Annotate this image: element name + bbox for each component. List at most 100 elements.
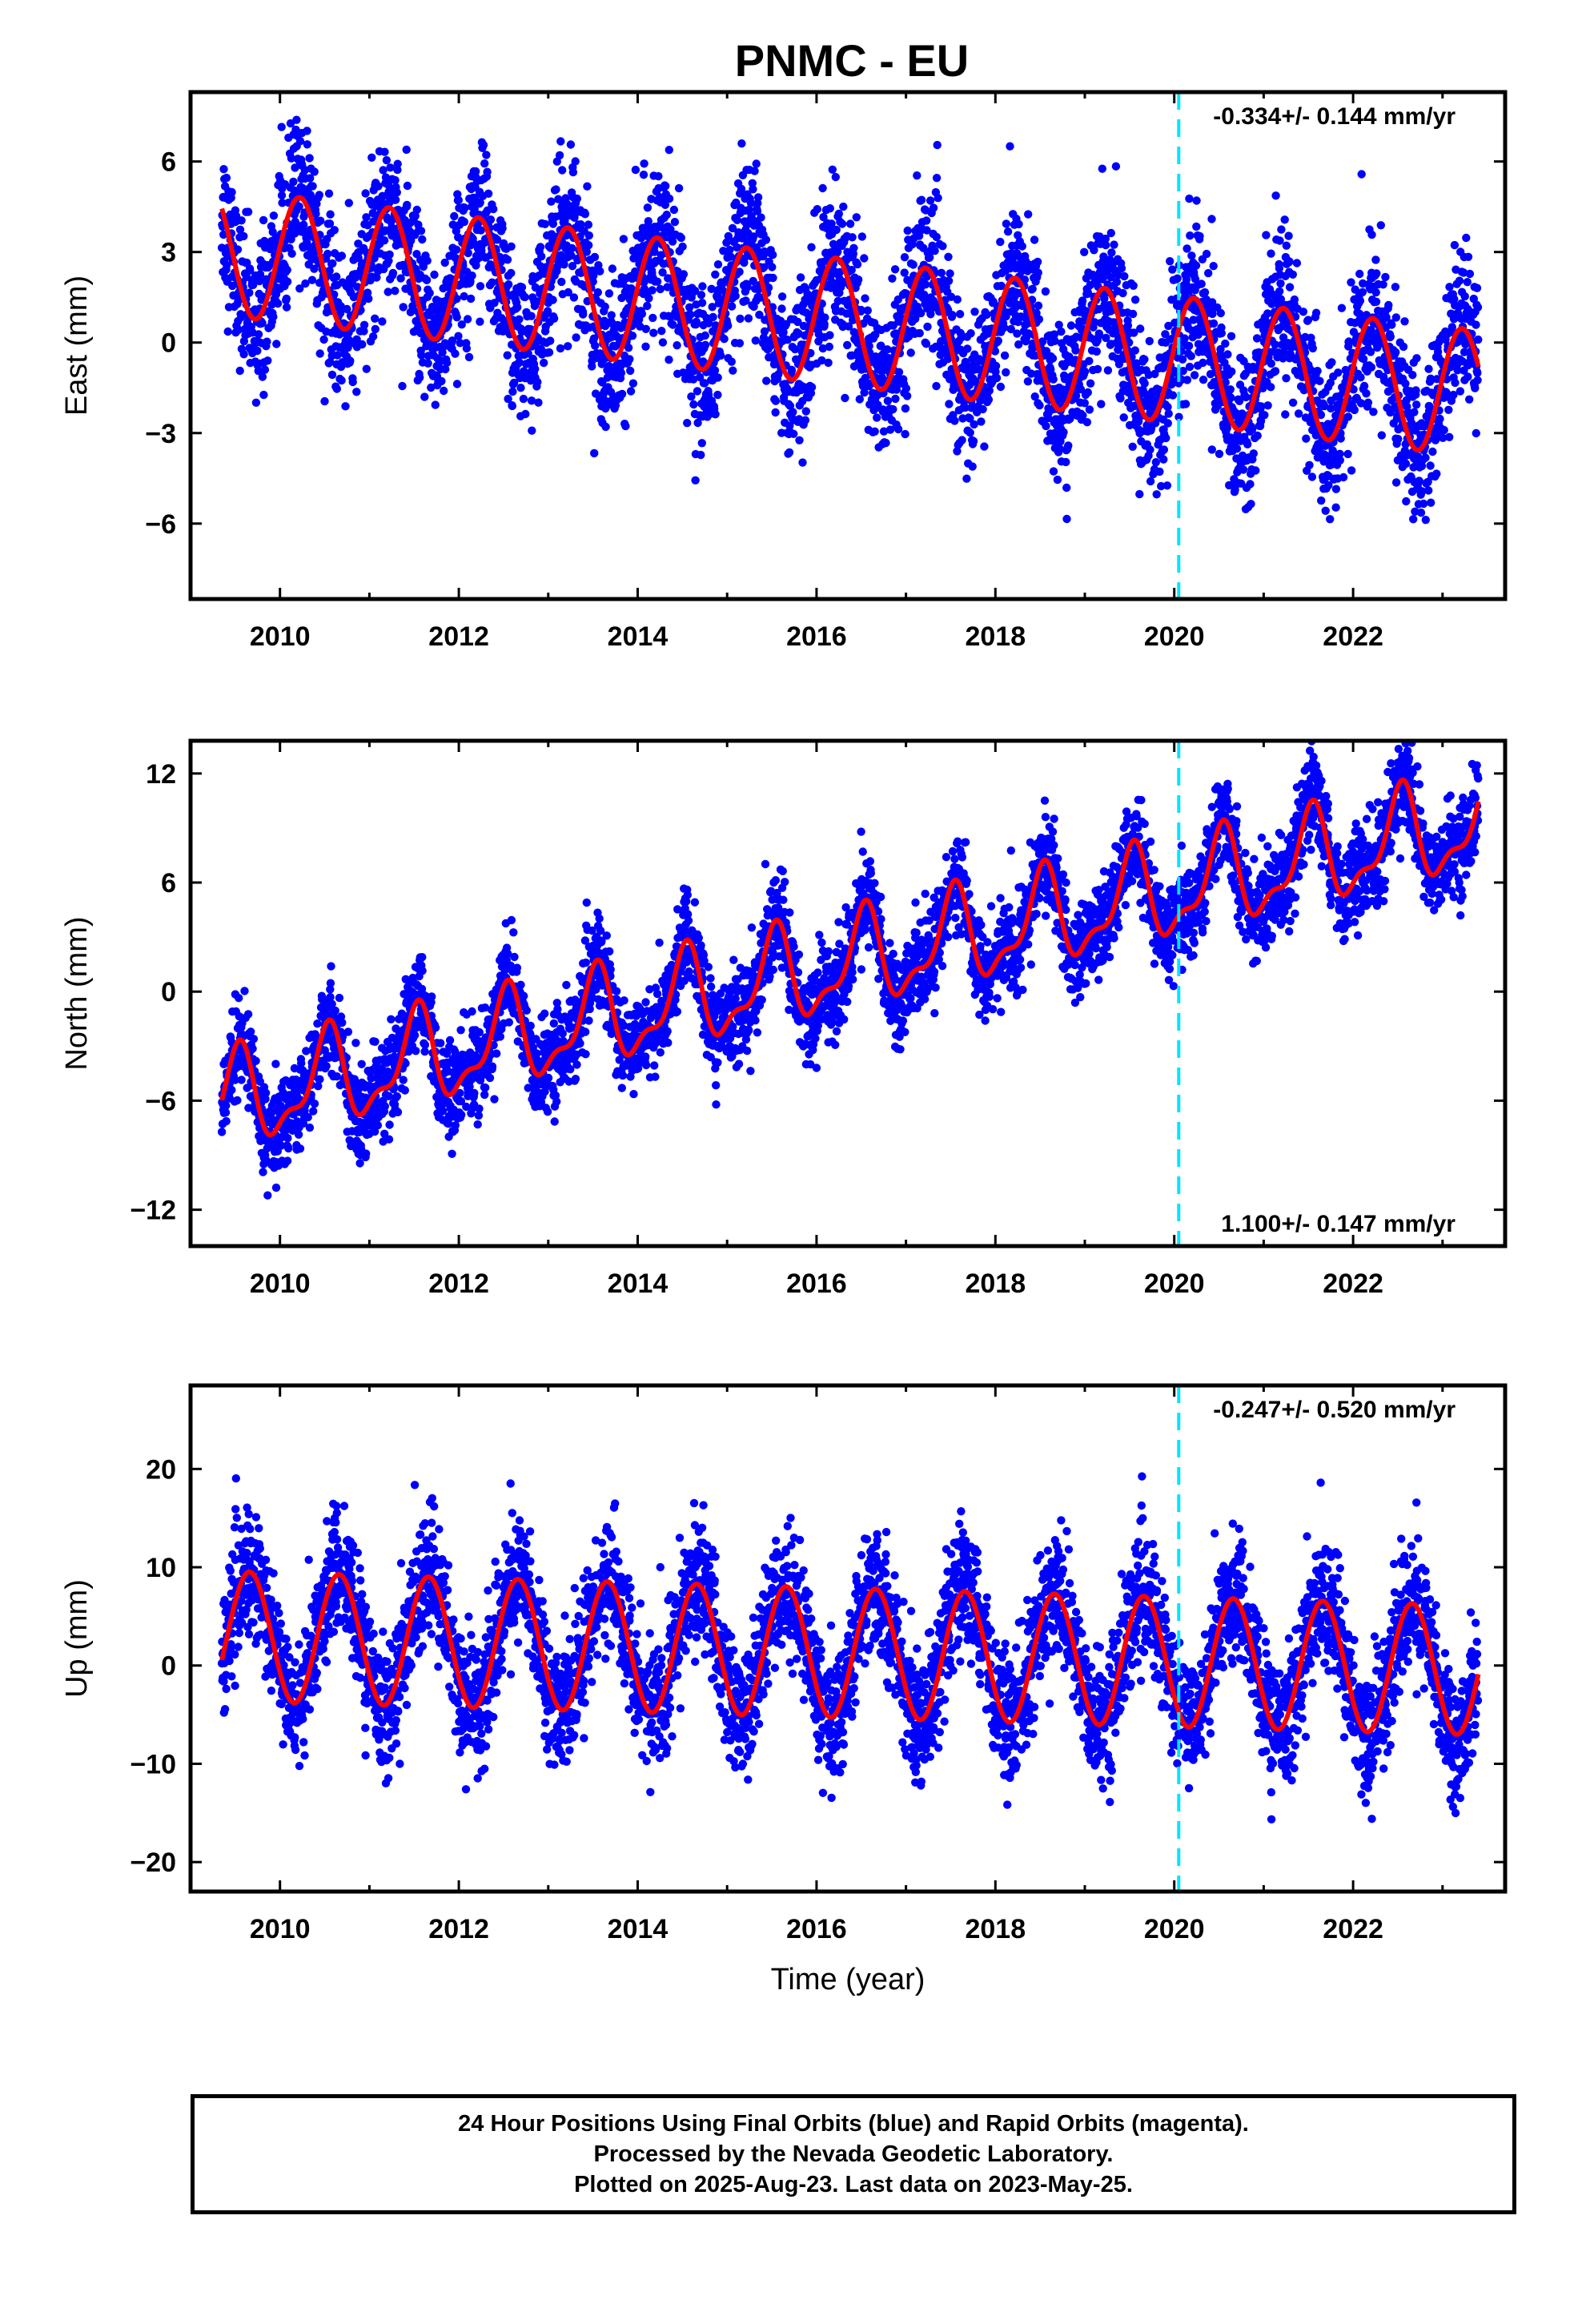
east-data-point <box>489 204 498 214</box>
east-data-point <box>728 223 737 233</box>
east-data-point <box>254 330 263 339</box>
east-data-point <box>540 358 548 368</box>
east-data-point <box>470 204 479 214</box>
east-data-point <box>419 262 428 271</box>
east-data-point <box>718 286 727 295</box>
east-data-point <box>1162 433 1170 443</box>
east-data-point <box>1181 400 1191 408</box>
east-data-point <box>1277 225 1286 234</box>
east-data-point <box>1276 279 1285 288</box>
east-data-point <box>705 319 713 328</box>
east-data-point <box>391 195 400 204</box>
east-data-point <box>944 276 954 285</box>
east-data-point <box>958 436 966 444</box>
east-data-point <box>1356 373 1365 382</box>
east-data-point <box>1226 385 1235 394</box>
east-data-point <box>326 357 335 367</box>
east-data-point <box>900 253 909 262</box>
east-data-point <box>601 422 610 432</box>
east-data-point <box>1327 358 1336 367</box>
east-data-point <box>278 199 287 207</box>
east-data-point <box>362 213 371 222</box>
east-data-point <box>460 292 468 301</box>
east-data-point <box>1275 236 1284 245</box>
east-data-point <box>486 215 496 224</box>
east-data-point <box>584 241 593 250</box>
east-data-point <box>735 267 744 276</box>
east-data-point <box>966 329 975 338</box>
east-data-point <box>1168 265 1177 274</box>
east-data-point <box>384 256 393 265</box>
east-data-point <box>701 379 709 388</box>
east-data-point <box>656 284 665 294</box>
east-data-point <box>893 424 903 434</box>
east-data-point <box>277 123 286 131</box>
east-data-point <box>544 348 554 357</box>
east-data-point <box>222 173 231 183</box>
east-data-point <box>1275 287 1284 296</box>
east-data-point <box>697 439 706 448</box>
east-data-point <box>982 310 991 320</box>
east-data-point <box>582 247 591 256</box>
east-data-point <box>654 171 663 181</box>
east-data-point <box>352 388 361 396</box>
north-data-point <box>249 1035 259 1043</box>
east-data-point <box>1098 164 1107 173</box>
east-data-point <box>234 325 243 334</box>
east-data-point <box>1371 287 1380 297</box>
east-data-point <box>557 277 566 287</box>
east-data-point <box>1033 257 1042 267</box>
east-data-point <box>946 269 954 278</box>
east-data-point <box>625 355 634 364</box>
east-data-point <box>1123 321 1133 330</box>
east-data-point <box>748 179 757 187</box>
east-data-point <box>295 284 304 293</box>
east-data-point <box>710 366 720 375</box>
north-data-point <box>233 1096 242 1105</box>
east-data-point <box>980 442 989 451</box>
east-data-point <box>517 328 526 336</box>
east-data-point <box>801 416 810 424</box>
east-data-point <box>442 358 452 368</box>
east-data-point <box>596 267 604 275</box>
east-data-point <box>534 398 543 407</box>
east-data-point <box>452 313 461 322</box>
east-data-point <box>913 171 921 180</box>
east-data-point <box>639 171 648 179</box>
east-data-point <box>237 312 246 322</box>
east-data-point <box>572 194 581 203</box>
east-data-point <box>263 337 271 346</box>
north-data-point <box>263 1191 272 1200</box>
east-x-tick-label: 2012 <box>428 621 489 652</box>
east-data-point <box>945 400 954 408</box>
east-data-point <box>1207 445 1217 454</box>
east-data-point <box>1367 230 1376 239</box>
east-data-point <box>1267 383 1275 392</box>
east-data-point <box>934 194 942 203</box>
east-data-point <box>440 258 449 267</box>
east-data-point <box>825 342 834 352</box>
east-data-point <box>626 387 636 396</box>
east-data-point <box>1371 255 1380 264</box>
east-data-point <box>1347 278 1355 287</box>
east-data-point <box>1192 222 1201 231</box>
east-data-point <box>508 401 516 411</box>
east-data-point <box>637 309 647 319</box>
east-data-point <box>269 312 278 321</box>
north-data-point <box>248 1044 257 1053</box>
east-data-point <box>906 348 915 357</box>
east-data-point <box>644 294 653 303</box>
east-data-point <box>1135 489 1144 499</box>
east-data-point <box>1059 428 1068 436</box>
east-data-point <box>1243 440 1252 448</box>
east-data-point <box>665 356 673 364</box>
east-data-point <box>853 259 862 269</box>
east-data-point <box>316 216 325 225</box>
east-data-point <box>510 378 519 388</box>
east-data-point <box>1186 352 1196 360</box>
east-data-point <box>1107 248 1116 257</box>
east-data-point <box>546 336 555 345</box>
east-data-point <box>382 155 391 165</box>
east-data-point <box>716 351 725 360</box>
east-data-point <box>839 202 848 211</box>
